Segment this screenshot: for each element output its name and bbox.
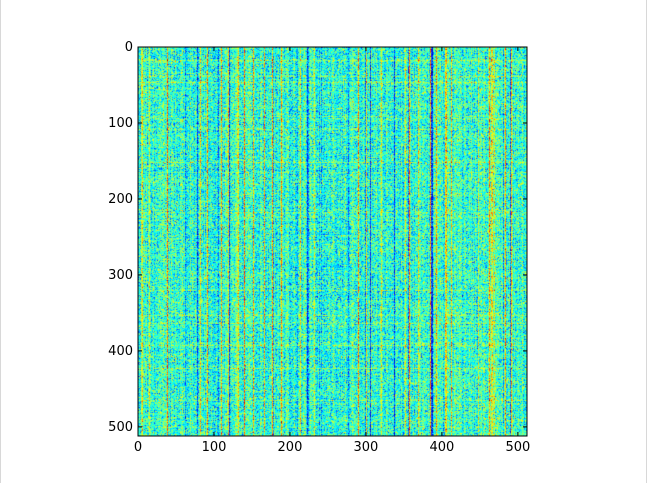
y-tick-label: 0 <box>125 40 133 55</box>
plot-area <box>137 46 528 437</box>
x-tick-label: 400 <box>429 440 454 455</box>
y-axis: 0 100 200 300 400 500 <box>108 40 527 435</box>
x-tick-label: 500 <box>505 440 530 455</box>
x-tick-label: 0 <box>134 440 142 455</box>
heatmap-image <box>138 47 527 436</box>
x-axis: 0 100 200 300 400 500 <box>134 47 530 455</box>
x-tick-label: 300 <box>354 440 379 455</box>
y-tick-label: 100 <box>108 116 133 131</box>
y-tick-label: 400 <box>108 344 133 359</box>
x-tick-label: 100 <box>202 440 227 455</box>
y-tick-label: 500 <box>108 420 133 435</box>
y-tick-label: 300 <box>108 268 133 283</box>
y-tick-label: 200 <box>108 192 133 207</box>
axes-frame <box>137 46 528 437</box>
x-tick-label: 200 <box>278 440 303 455</box>
